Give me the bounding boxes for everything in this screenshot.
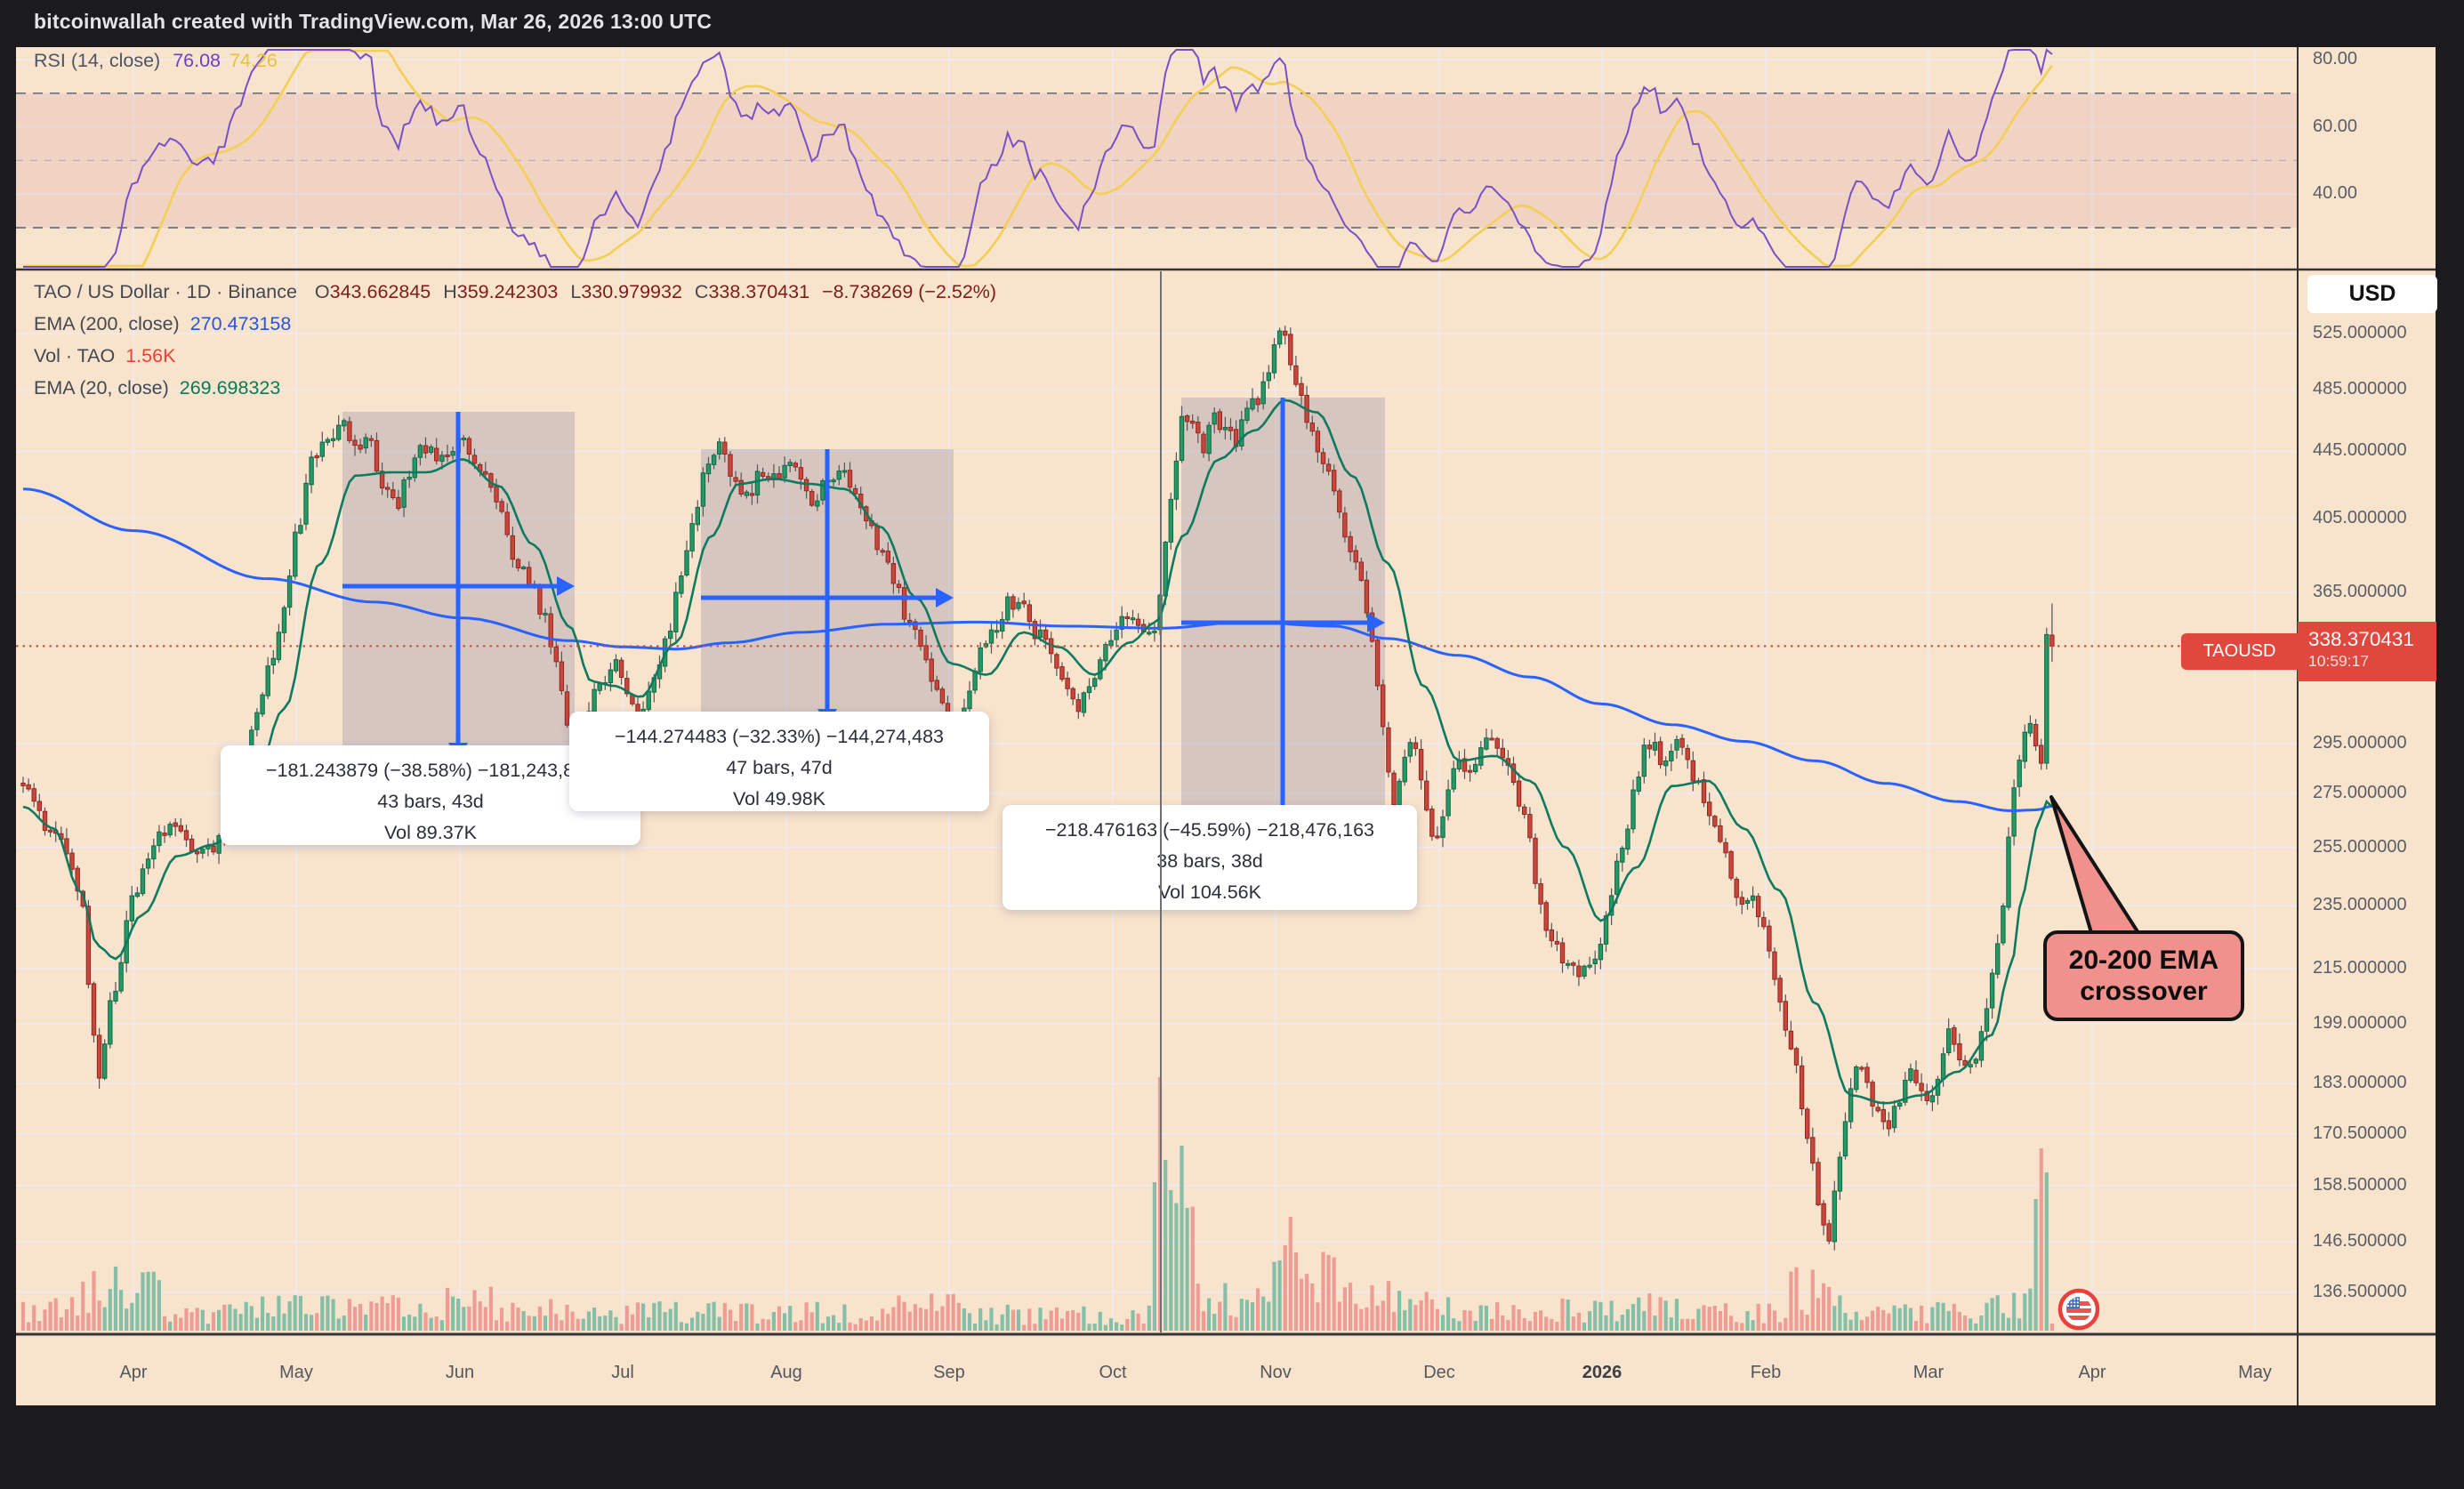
time-axis-label: Dec bbox=[1423, 1363, 1455, 1382]
time-axis-label: Mar bbox=[1912, 1363, 1945, 1382]
currency-toggle-button[interactable]: USD bbox=[2307, 275, 2437, 313]
time-axis-label: 2026 bbox=[1582, 1363, 1623, 1382]
rsi-indicator-legend[interactable]: RSI (14, close) 76.08 74.26 bbox=[34, 50, 278, 72]
price-axis-label: 235.000000 bbox=[2313, 895, 2407, 915]
last-price-value: 338.370431 bbox=[2308, 628, 2414, 650]
high-value: 359.242303 bbox=[456, 281, 559, 302]
symbol-price-label[interactable]: TAOUSD bbox=[2181, 633, 2298, 670]
callout-tail bbox=[2049, 795, 2142, 938]
open-value: 343.662845 bbox=[329, 281, 431, 302]
close-value: 338.370431 bbox=[708, 281, 810, 302]
time-axis-label: May bbox=[2238, 1363, 2272, 1382]
volume-legend-row: Vol · TAO 1.56K bbox=[34, 340, 996, 372]
rsi-ma-value: 74.26 bbox=[229, 50, 278, 71]
bar-countdown: 10:59:17 bbox=[2308, 652, 2370, 670]
price-axis-label: 136.500000 bbox=[2313, 1281, 2407, 1301]
time-axis-label: Oct bbox=[1099, 1363, 1127, 1382]
ema20-legend-row: EMA (20, close) 269.698323 bbox=[34, 372, 996, 404]
ema-crossover-callout[interactable]: 20-200 EMA crossover bbox=[2043, 930, 2244, 1021]
time-axis-label: Aug bbox=[770, 1363, 802, 1382]
price-axis-label: 183.000000 bbox=[2313, 1073, 2407, 1093]
change-value: −8.738269 (−2.52%) bbox=[822, 281, 997, 302]
price-axis-label: 255.000000 bbox=[2313, 836, 2407, 857]
measure-box-oct-nov-drop[interactable]: −218.476163 (−45.59%) −218,476,163 38 ba… bbox=[1003, 805, 1417, 910]
time-axis-label: Nov bbox=[1260, 1363, 1292, 1382]
price-axis-label: 275.000000 bbox=[2313, 783, 2407, 803]
price-axis-label: 215.000000 bbox=[2313, 958, 2407, 978]
price-axis-label: 365.000000 bbox=[2313, 581, 2407, 601]
price-axis-label: 485.000000 bbox=[2313, 379, 2407, 399]
last-price-badge[interactable]: 338.370431 10:59:17 bbox=[2298, 622, 2436, 681]
symbol-ohlc-row: TAO / US Dollar · 1D · Binance O343.6628… bbox=[34, 281, 997, 302]
screenshot-attribution-title: bitcoinwallah created with TradingView.c… bbox=[34, 10, 713, 33]
rsi-axis-label: 80.00 bbox=[2313, 49, 2358, 68]
price-axis-label: 405.000000 bbox=[2313, 507, 2407, 527]
footer-bar: TradingView bbox=[0, 1405, 2464, 1489]
time-axis-label: Apr bbox=[2078, 1363, 2106, 1382]
symbol-legend[interactable]: TAO / US Dollar · 1D · Binance O343.6628… bbox=[34, 276, 996, 404]
time-axis-label: Apr bbox=[119, 1363, 148, 1382]
symbol-title: TAO / US Dollar · 1D · Binance bbox=[34, 281, 297, 302]
time-axis-label: Feb bbox=[1750, 1363, 1782, 1382]
rsi-label: RSI (14, close) bbox=[34, 50, 161, 71]
price-axis-label: 199.000000 bbox=[2313, 1013, 2407, 1034]
ema200-label: EMA (200, close) bbox=[34, 313, 180, 334]
time-axis-label: Jun bbox=[445, 1363, 475, 1382]
price-axis-label: 158.500000 bbox=[2313, 1175, 2407, 1195]
volume-value: 1.56K bbox=[125, 345, 176, 366]
ema20-label: EMA (20, close) bbox=[34, 377, 169, 398]
price-axis-label: 445.000000 bbox=[2313, 440, 2407, 461]
us-flag-event-icon bbox=[2057, 1288, 2100, 1331]
ema20-value: 269.698323 bbox=[179, 377, 281, 398]
ema200-value: 270.473158 bbox=[189, 313, 292, 334]
price-axis-label: 170.500000 bbox=[2313, 1123, 2407, 1143]
price-axis-label: 525.000000 bbox=[2313, 323, 2407, 342]
measure-box-july-august-drop[interactable]: −144.274483 (−32.33%) −144,274,483 47 ba… bbox=[569, 712, 989, 811]
time-axis-label: May bbox=[279, 1363, 313, 1382]
ema200-legend-row: EMA (200, close) 270.473158 bbox=[34, 308, 996, 340]
time-axis-label: Sep bbox=[933, 1363, 965, 1382]
low-value: 330.979932 bbox=[581, 281, 682, 302]
price-axis-label: 146.500000 bbox=[2313, 1231, 2407, 1252]
time-axis-label: Jul bbox=[611, 1363, 634, 1382]
price-axis-label: 295.000000 bbox=[2313, 733, 2407, 753]
rsi-axis-label: 60.00 bbox=[2313, 116, 2358, 136]
rsi-value: 76.08 bbox=[173, 50, 221, 71]
rsi-axis-label: 40.00 bbox=[2313, 183, 2358, 204]
volume-label: Vol · TAO bbox=[34, 345, 116, 366]
